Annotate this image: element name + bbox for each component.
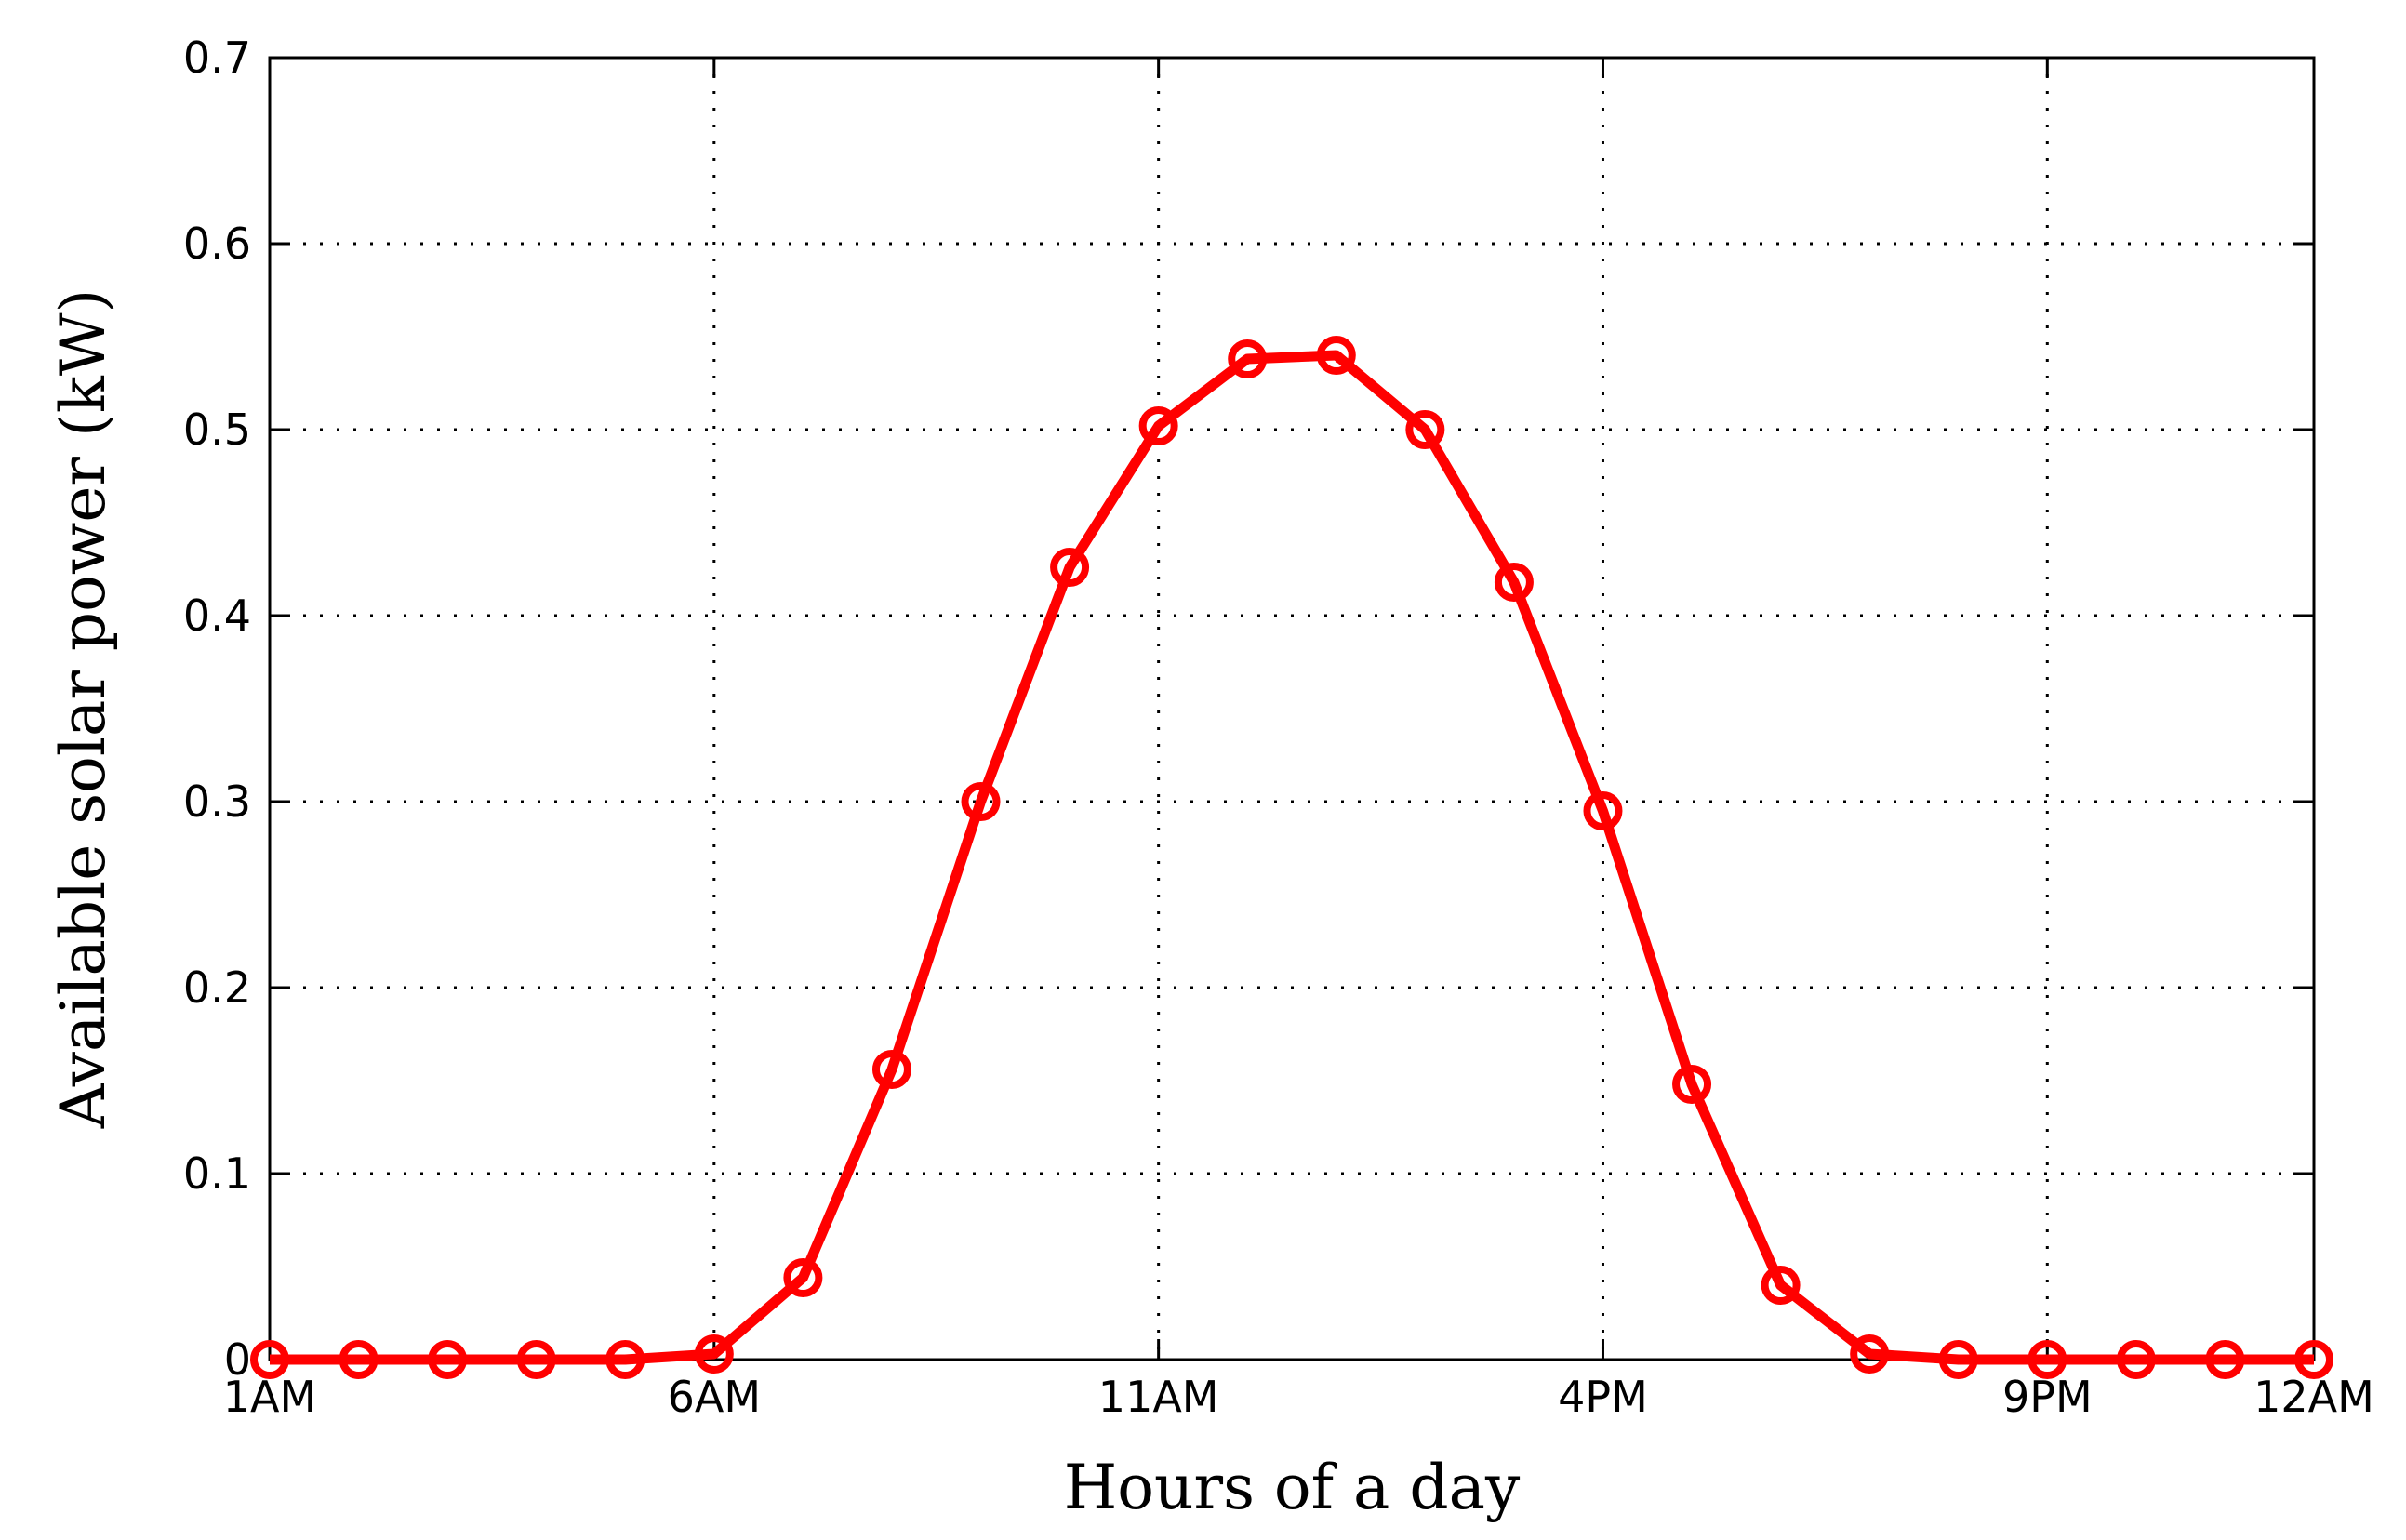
data-point xyxy=(428,1340,468,1379)
tick-labels: 0 0.1 0.2 0.3 0.4 0.5 0.6 0.7 1AM 6AM 11AM 4PM 9PM 12… xyxy=(183,33,2374,1422)
y-tick-label: 0.1 xyxy=(183,1148,251,1199)
data-point xyxy=(961,782,1001,821)
data-point xyxy=(871,1050,911,1089)
data-point xyxy=(2027,1340,2067,1379)
grid xyxy=(270,58,2314,1360)
x-axis-title: Hours of a day xyxy=(1064,1452,1521,1523)
x-tick-label: 11AM xyxy=(1098,1372,1219,1422)
y-tick-label: 0 xyxy=(224,1334,251,1385)
x-tick-label: 4PM xyxy=(1558,1372,1648,1422)
data-point xyxy=(783,1258,823,1297)
data-point xyxy=(2294,1340,2333,1379)
data-point xyxy=(250,1340,289,1379)
data-point xyxy=(1494,563,1534,602)
x-tick-label: 12AM xyxy=(2253,1372,2374,1422)
data-point xyxy=(1850,1334,1890,1374)
data-point xyxy=(1316,336,1356,375)
data-point xyxy=(339,1340,379,1379)
data-point xyxy=(1138,406,1178,445)
data-point xyxy=(2205,1340,2245,1379)
data-point xyxy=(694,1334,734,1374)
y-tick-label: 0.4 xyxy=(183,591,251,641)
data-point xyxy=(1405,410,1445,449)
y-tick-label: 0.5 xyxy=(183,405,251,455)
y-tick-label: 0.6 xyxy=(183,219,251,269)
x-tick-label: 9PM xyxy=(2002,1372,2093,1422)
x-tick-label: 1AM xyxy=(223,1372,316,1422)
data-point xyxy=(1228,339,1268,378)
plot-frame xyxy=(268,56,2316,1361)
data-point xyxy=(2116,1340,2156,1379)
data-point xyxy=(1761,1266,1801,1305)
data-point xyxy=(1938,1340,1978,1379)
y-tick-label: 0.7 xyxy=(183,33,251,83)
x-tick-label: 6AM xyxy=(668,1372,761,1422)
markers-layer xyxy=(250,336,2333,1379)
data-point xyxy=(1672,1065,1712,1104)
y-axis-title: Available solar power (kW) xyxy=(47,289,119,1130)
data-point xyxy=(1050,548,1090,587)
y-tick-label: 0.3 xyxy=(183,777,251,827)
data-point xyxy=(516,1340,556,1379)
data-point xyxy=(605,1340,645,1379)
data-point xyxy=(1583,791,1623,830)
y-tick-label: 0.2 xyxy=(183,962,251,1013)
